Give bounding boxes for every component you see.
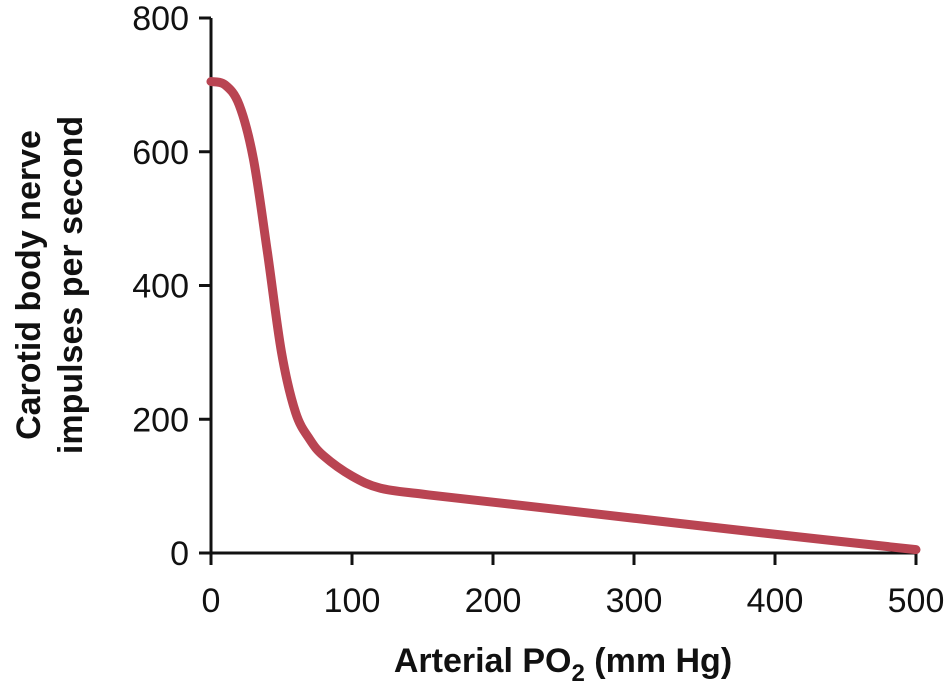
x-axis-title-suffix: (mm Hg) (585, 642, 732, 680)
x-axis-title-subscript: 2 (571, 660, 584, 687)
x-tick-label: 300 (606, 582, 663, 620)
x-axis-title-main: Arterial PO (394, 642, 572, 680)
plot-area: 0 100 200 300 400 500 0 200 400 600 800 (132, 0, 944, 620)
y-ticks: 0 200 400 600 800 (132, 0, 211, 573)
y-axis-title: Carotid body nerve impulses per second (10, 116, 90, 454)
y-tick-label: 0 (170, 535, 189, 573)
x-axis-title: Arterial PO2 (mm Hg) (394, 642, 732, 687)
y-tick-label: 400 (132, 268, 189, 306)
y-tick-label: 800 (132, 0, 189, 38)
x-tick-label: 400 (747, 582, 804, 620)
y-axis-title-line-2: impulses per second (52, 116, 90, 454)
x-tick-label: 500 (888, 582, 945, 620)
x-tick-label: 100 (324, 582, 381, 620)
x-ticks: 0 100 200 300 400 500 (202, 553, 945, 620)
y-axis-title-line-1: Carotid body nerve (10, 130, 48, 440)
series-layer (206, 77, 921, 555)
x-tick-label: 200 (465, 582, 522, 620)
x-tick-label: 0 (202, 582, 221, 620)
y-tick-label: 200 (132, 401, 189, 439)
series-line (206, 77, 921, 555)
y-tick-label: 600 (132, 134, 189, 172)
